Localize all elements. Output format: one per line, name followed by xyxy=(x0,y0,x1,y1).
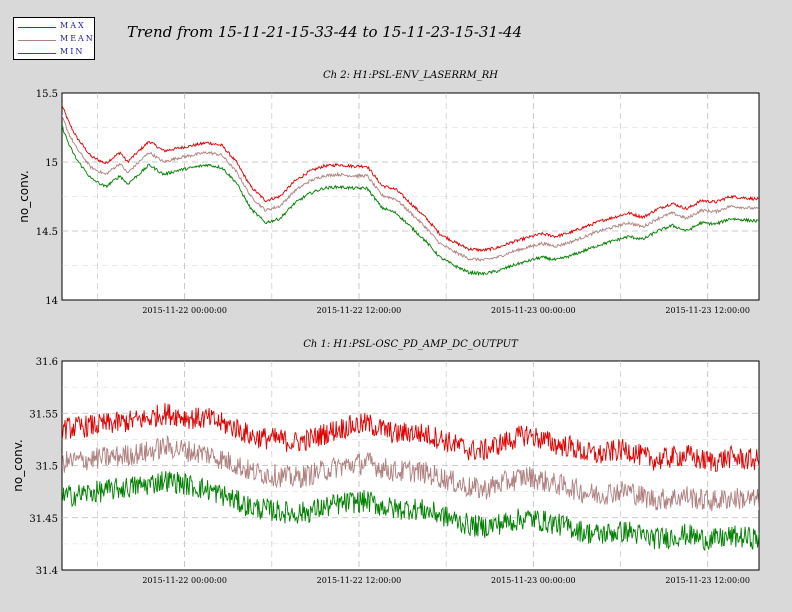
y-tick-label: 14 xyxy=(45,296,58,307)
chart-title: Ch 2: H1:PSL-ENV_LASERRM_RH xyxy=(323,70,498,81)
chart-2: 31.4 31.45 31.5 31.55 31.6 2015-11-22 00:00:0… xyxy=(11,339,760,585)
x-tick-label: 2015-11-22 12:00:00 xyxy=(317,306,402,315)
series-line-min xyxy=(62,471,759,552)
legend: MAX MEAN MIN xyxy=(13,17,95,60)
y-tick-label: 15.5 xyxy=(36,89,58,100)
x-tick-label: 2015-11-22 00:00:00 xyxy=(142,306,227,315)
legend-label-max: MAX xyxy=(60,21,86,30)
y-tick-label: 15 xyxy=(45,158,58,169)
chart-title: Ch 1: H1:PSL-OSC_PD_AMP_DC_OUTPUT xyxy=(303,339,519,350)
legend-entry-max: MAX xyxy=(18,21,94,33)
legend-swatch-min xyxy=(18,53,56,54)
y-tick-label: 31.45 xyxy=(29,514,58,525)
y-tick-label: 31.55 xyxy=(29,409,58,420)
chart-1: 14 14.5 15 15.5 2015-11-22 00:00:00 2015-11-2… xyxy=(17,70,760,315)
x-tick-label: 2015-11-22 00:00:00 xyxy=(142,576,227,585)
series-line-max xyxy=(62,104,759,253)
legend-swatch-mean xyxy=(18,40,56,41)
page-title: Trend from 15-11-21-15-33-44 to 15-11-23… xyxy=(127,23,523,41)
y-axis-label: no_conv. xyxy=(11,439,25,491)
series-line-mean xyxy=(62,435,759,512)
legend-swatch-max xyxy=(18,27,56,28)
x-tick-label: 2015-11-23 00:00:00 xyxy=(491,576,576,585)
series-line-mean xyxy=(62,114,759,262)
legend-entry-mean: MEAN xyxy=(18,34,94,46)
legend-label-min: MIN xyxy=(60,47,85,56)
y-tick-label: 31.5 xyxy=(36,462,58,473)
series-line-min xyxy=(62,124,759,277)
y-tick-label: 31.6 xyxy=(36,357,58,368)
y-axis-label: no_conv. xyxy=(17,170,31,222)
x-tick-label: 2015-11-23 12:00:00 xyxy=(665,576,750,585)
x-tick-label: 2015-11-23 00:00:00 xyxy=(491,306,576,315)
legend-label-mean: MEAN xyxy=(60,34,95,43)
legend-entry-min: MIN xyxy=(18,47,94,59)
series-line-max xyxy=(62,403,759,473)
y-tick-label: 14.5 xyxy=(36,227,58,238)
x-tick-label: 2015-11-22 12:00:00 xyxy=(317,576,402,585)
x-tick-label: 2015-11-23 12:00:00 xyxy=(665,306,750,315)
y-tick-label: 31.4 xyxy=(36,566,58,577)
